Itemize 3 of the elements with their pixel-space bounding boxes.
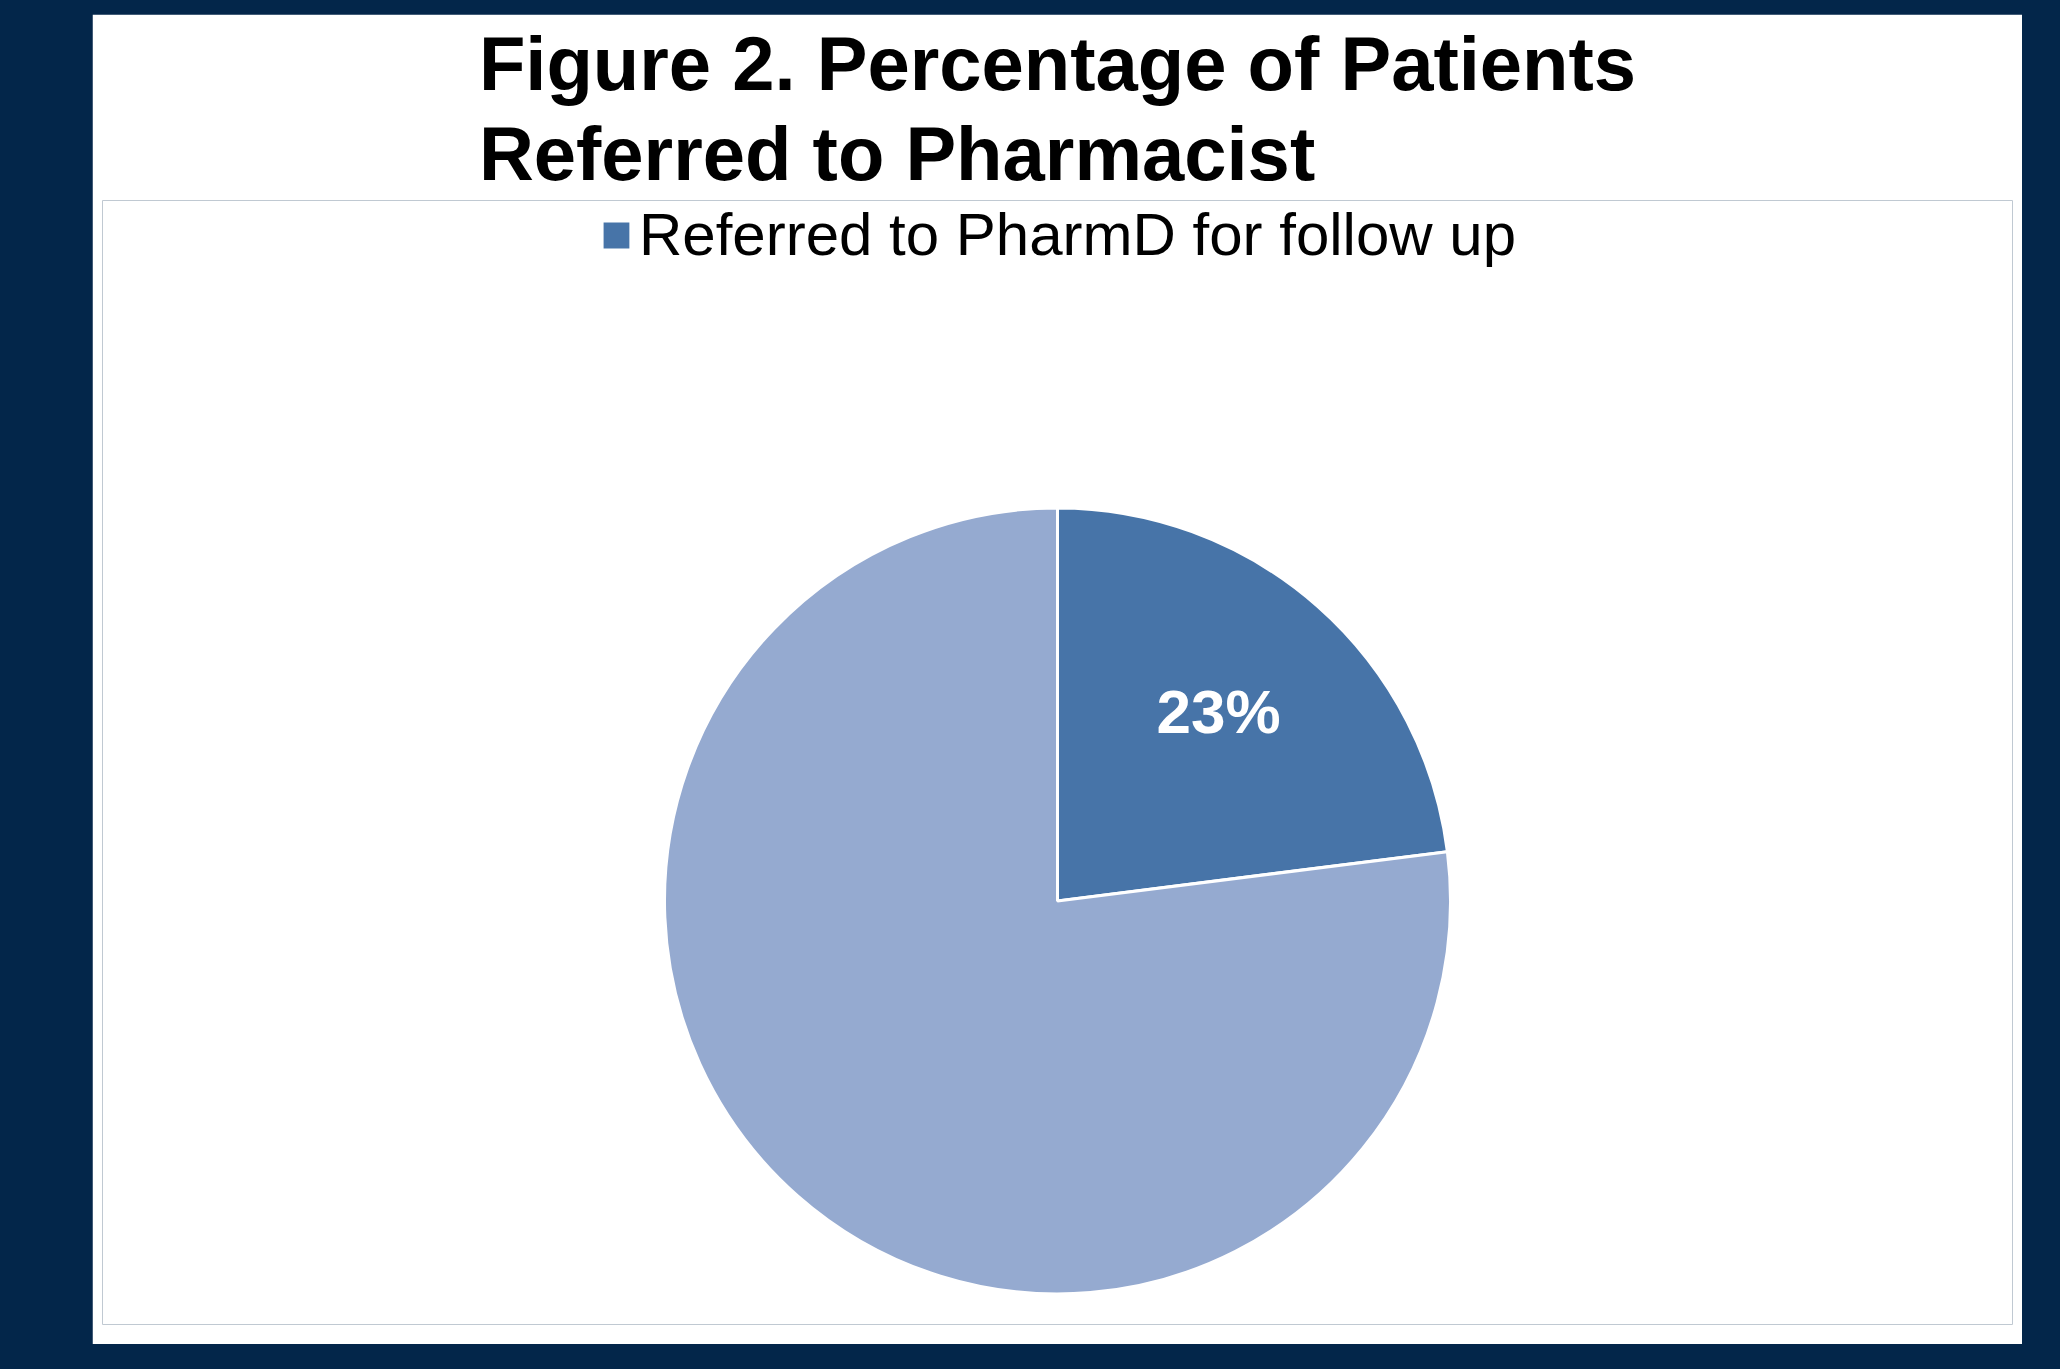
data-label: 23%	[1156, 677, 1281, 747]
legend-label: Referred to PharmD for follow up	[638, 200, 1517, 269]
chart-title: Figure 2. Percentage of Patients Referred to Pharmacist	[478, 21, 1637, 196]
